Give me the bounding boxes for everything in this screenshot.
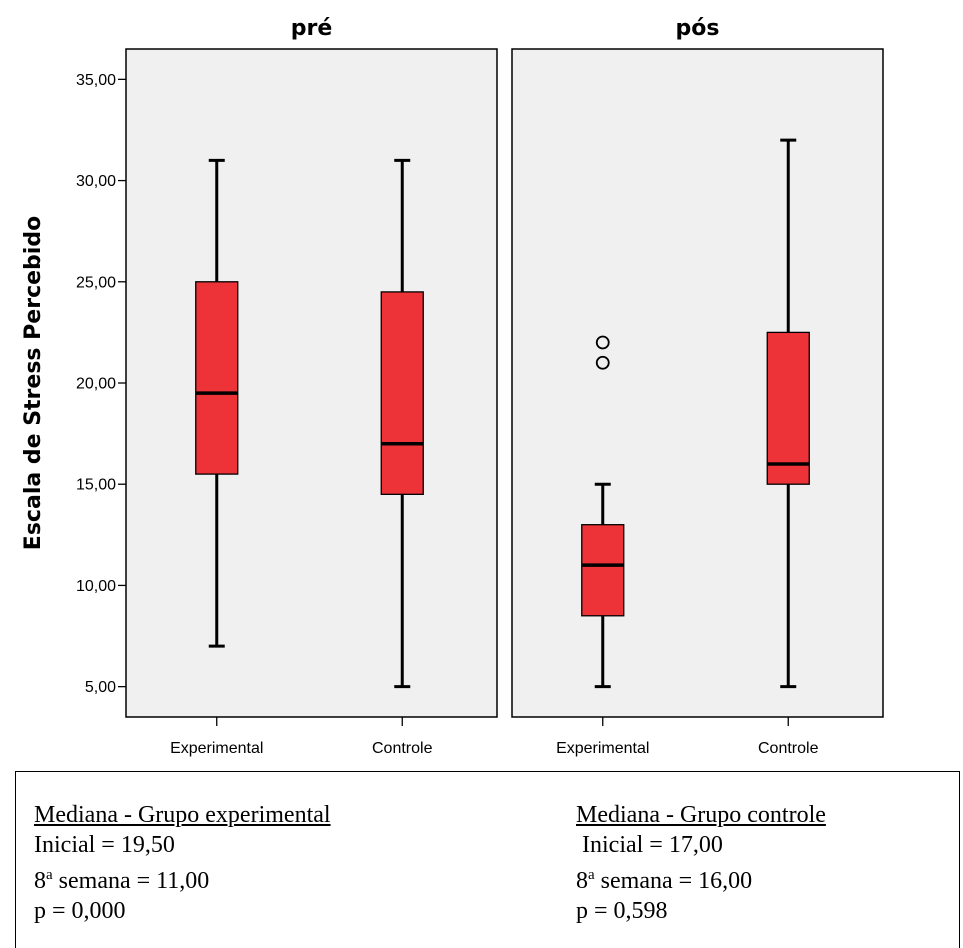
panel-1-area: [125, 48, 498, 718]
box: [581, 524, 625, 617]
stats-experimental-p: p = 0,000: [34, 898, 126, 924]
box: [766, 331, 810, 485]
y-tick-label: 25,00: [76, 274, 116, 291]
y-tick-label: 35,00: [76, 72, 116, 89]
box: [380, 291, 424, 495]
stats-experimental-week8: 8a semana = 11,00: [34, 867, 210, 894]
stats-control-heading: Mediana - Grupo controle: [576, 802, 826, 828]
panel-title: pós: [676, 16, 720, 41]
stats-control-initial: Inicial = 17,00: [582, 832, 723, 858]
outlier-point: [595, 355, 610, 370]
y-tick-label: 15,00: [76, 477, 116, 494]
y-tick-label: 10,00: [76, 578, 116, 595]
x-tick-label: Experimental: [170, 740, 263, 757]
box: [195, 281, 239, 475]
y-tick-label: 30,00: [76, 173, 116, 190]
median-stats-box: Mediana - Grupo experimental Inicial = 1…: [15, 771, 960, 948]
stats-experimental: Mediana - Grupo experimental Inicial = 1…: [34, 800, 331, 926]
stats-control-p: p = 0,598: [576, 898, 668, 924]
stats-experimental-heading: Mediana - Grupo experimental: [34, 802, 331, 828]
y-tick-label: 5,00: [85, 679, 116, 696]
boxplot-chart: Escala de Stress Percebido 5,00 10,00 15,00…: [21, 16, 884, 757]
x-tick-label: Experimental: [556, 740, 649, 757]
y-axis-label: Escala de Stress Percebido: [21, 216, 46, 550]
stats-experimental-initial: Inicial = 19,50: [34, 832, 175, 858]
panel-2-area: [511, 48, 884, 718]
panel-title: pré: [291, 16, 333, 41]
y-tick-label: 20,00: [76, 376, 116, 393]
x-tick-label: Controle: [372, 740, 433, 757]
outlier-point: [595, 335, 610, 350]
stats-control: Mediana - Grupo controle Inicial = 17,00…: [576, 800, 826, 926]
x-tick-label: Controle: [758, 740, 819, 757]
stats-control-week8: 8a semana = 16,00: [576, 867, 753, 894]
